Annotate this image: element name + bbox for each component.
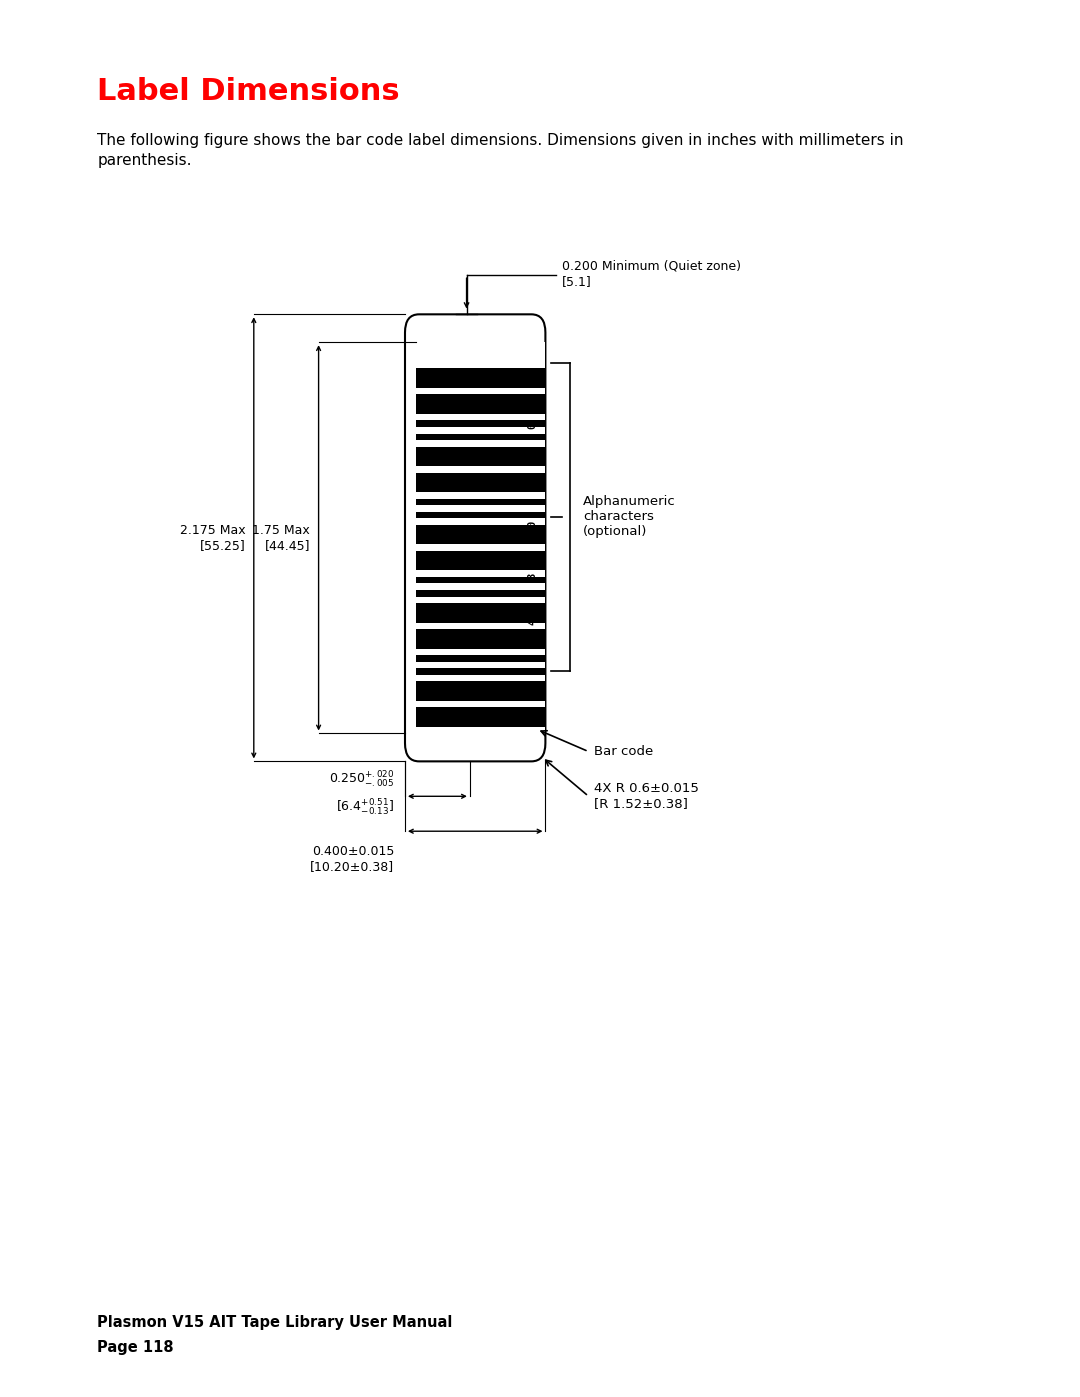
Bar [416,349,545,355]
Bar [416,629,545,636]
Bar [416,721,545,726]
Text: Page 118: Page 118 [97,1340,174,1355]
Bar [416,577,545,584]
Bar [416,550,545,557]
Bar [416,492,545,499]
Bar [416,570,545,577]
Text: 3: 3 [527,573,538,578]
Text: The following figure shows the bar code label dimensions. Dimensions given in in: The following figure shows the bar code … [97,133,904,168]
Bar [416,623,545,629]
Bar [416,687,545,694]
FancyBboxPatch shape [405,314,545,761]
Bar [416,597,545,604]
Bar [416,714,545,721]
Text: 1.75 Max
[44.45]: 1.75 Max [44.45] [253,524,310,552]
Bar [416,342,545,349]
Bar [416,479,545,486]
Bar [416,467,545,472]
Text: 0: 0 [527,472,538,478]
Bar [416,460,545,467]
Bar [416,604,545,609]
Bar [416,545,545,550]
Bar [416,453,545,460]
Bar [416,355,545,362]
Text: 0: 0 [527,423,538,429]
Text: 4X R 0.6±0.015
[R 1.52±0.38]: 4X R 0.6±0.015 [R 1.52±0.38] [594,782,699,810]
Bar [416,408,545,414]
Bar [416,388,545,394]
Bar [416,584,545,590]
Bar [416,506,545,511]
Bar [416,655,545,662]
Text: 0: 0 [527,374,538,380]
Bar [416,499,545,506]
Bar [416,394,545,401]
Bar [416,564,545,570]
Bar [416,557,545,564]
Bar [416,427,545,433]
Bar [416,401,545,408]
Bar [416,518,545,525]
Bar [416,616,545,623]
Bar [416,694,545,701]
Text: Alphanumeric
characters
(optional): Alphanumeric characters (optional) [583,496,676,538]
Text: 2.175 Max
[55.25]: 2.175 Max [55.25] [179,524,245,552]
Bar [416,531,545,538]
Bar [416,362,545,369]
Text: 0.400±0.015
[10.20±0.38]: 0.400±0.015 [10.20±0.38] [310,845,394,873]
Bar [416,701,545,707]
Bar [416,636,545,643]
Bar [416,374,545,381]
Text: 0.250$^{+.020}_{-.005}$: 0.250$^{+.020}_{-.005}$ [329,770,394,789]
Bar [416,609,545,616]
Bar [416,447,545,453]
Bar [416,440,545,447]
Bar [416,707,545,714]
Bar [416,414,545,420]
Text: 4: 4 [527,619,538,624]
Bar [416,369,545,374]
Text: [6.4$^{+0.51}_{-0.13}$]: [6.4$^{+0.51}_{-0.13}$] [336,798,394,817]
Text: Bar code: Bar code [594,745,653,759]
Bar [416,668,545,675]
Bar [416,486,545,492]
Text: Plasmon V15 AIT Tape Library User Manual: Plasmon V15 AIT Tape Library User Manual [97,1315,453,1330]
Bar [416,643,545,648]
Text: Label Dimensions: Label Dimensions [97,77,400,106]
Bar [416,381,545,388]
Bar [416,648,545,655]
Bar [416,590,545,597]
Text: 0: 0 [527,521,538,527]
Text: 0.200 Minimum (Quiet zone)
[5.1]: 0.200 Minimum (Quiet zone) [5.1] [562,260,741,288]
Bar [416,420,545,427]
Bar [416,726,545,733]
Bar [416,472,545,479]
Bar [416,511,545,518]
Bar [416,433,545,440]
Bar [416,675,545,682]
Bar [416,538,545,545]
Bar [416,525,545,531]
Bar [416,682,545,687]
Bar [416,662,545,668]
